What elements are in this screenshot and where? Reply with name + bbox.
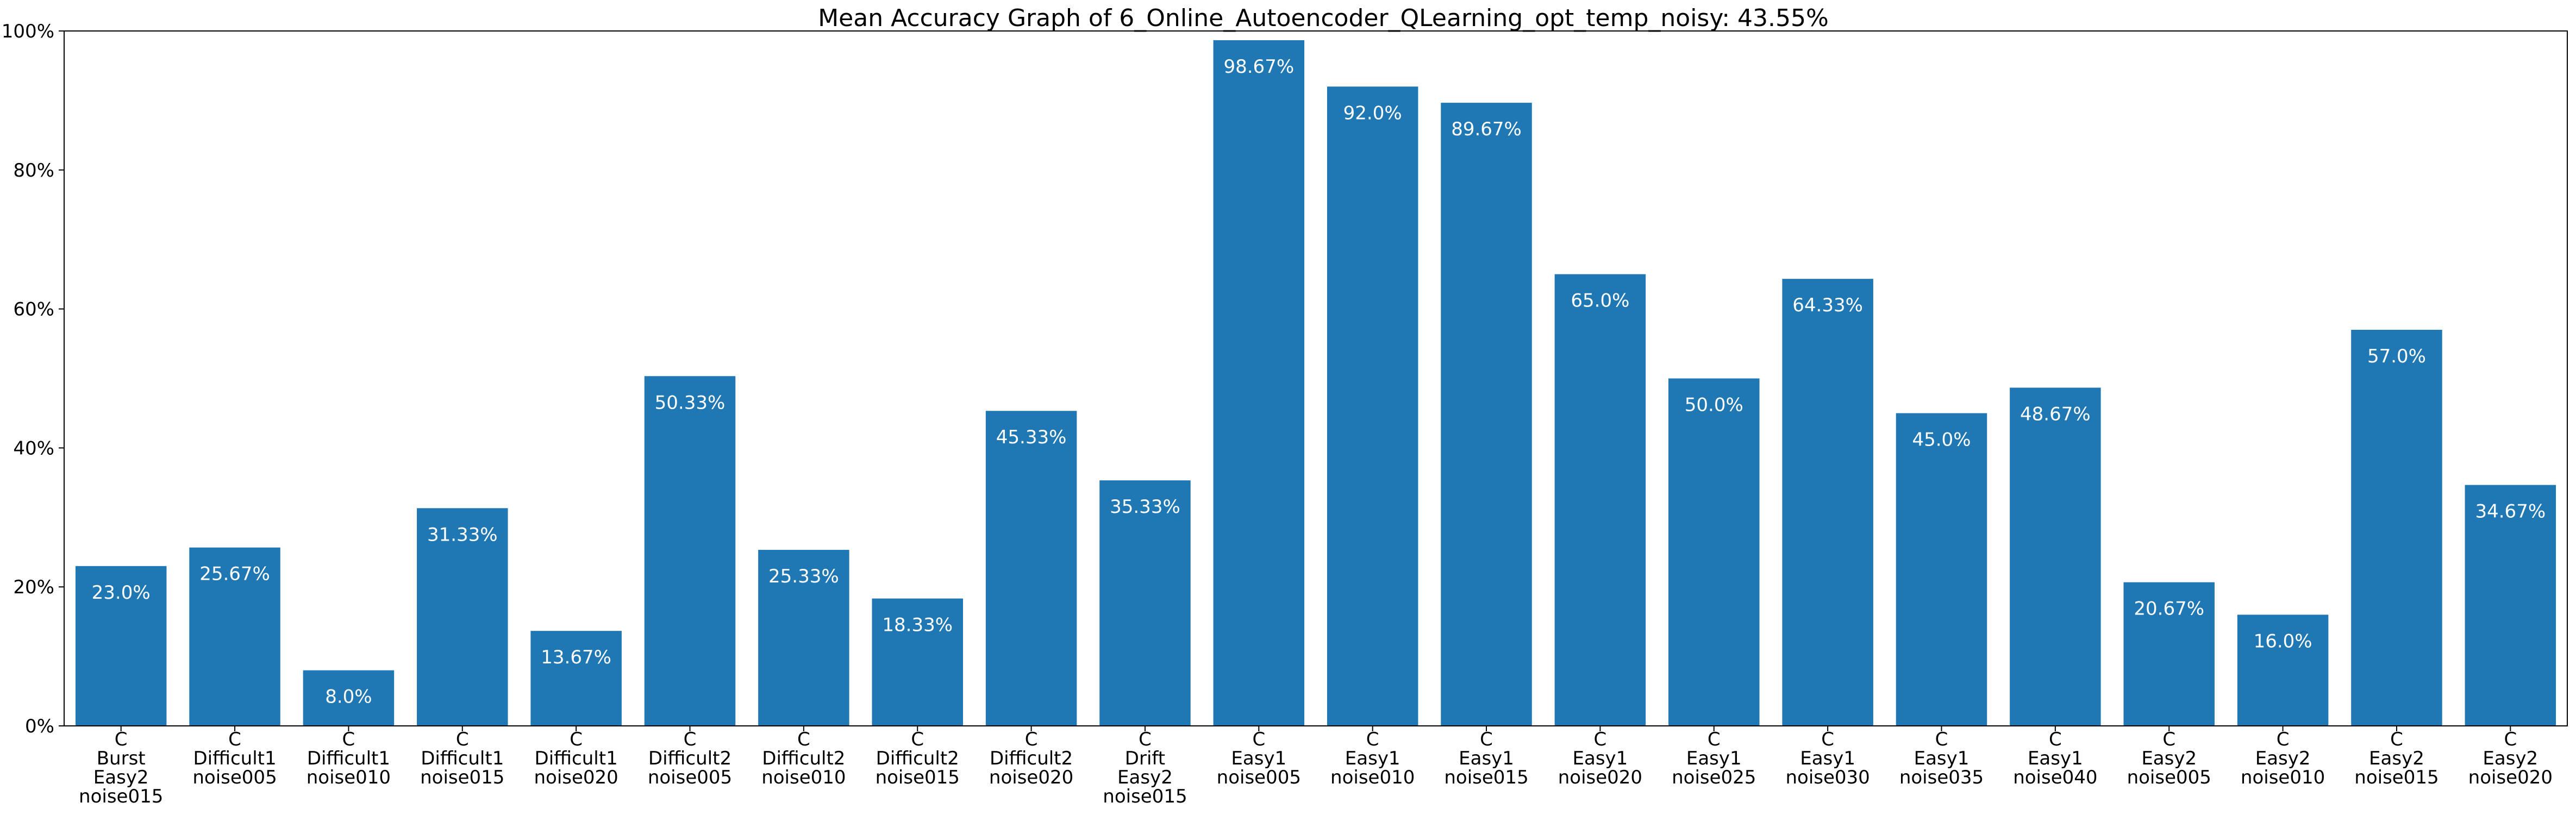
x-tick-label: C Difficult1 noise010: [307, 729, 391, 788]
bar: [758, 550, 849, 726]
x-tick-label: C Difficult1 noise005: [192, 729, 277, 788]
x-tick-label: C Difficult2 noise020: [989, 729, 1073, 788]
x-tick-label: C Difficult1 noise020: [534, 729, 618, 788]
bar: [303, 670, 395, 726]
x-tick-label: C Easy1 noise020: [1558, 729, 1642, 788]
bar: [1441, 103, 1532, 726]
bar-value-label: 98.67%: [1223, 56, 1294, 78]
bars-layer: [75, 40, 2556, 726]
plot-frame: [64, 30, 2568, 726]
bar-value-label: 45.33%: [996, 427, 1067, 448]
x-tick-label: C Easy1 noise015: [1444, 729, 1528, 788]
bar: [1099, 480, 1191, 726]
x-tick-label: C Easy1 noise025: [1672, 729, 1756, 788]
bar-value-label: 8.0%: [325, 686, 372, 708]
y-tick-label: 60%: [13, 299, 54, 321]
bar-value-label: 45.0%: [1912, 429, 1971, 450]
y-tick-label: 20%: [13, 576, 54, 598]
bar-value-label: 64.33%: [1792, 294, 1863, 316]
bar-value-label: 23.0%: [92, 582, 151, 604]
y-tick-label: 0%: [25, 716, 54, 737]
bar: [1327, 86, 1418, 726]
x-tick-label: C Easy1 noise010: [1330, 729, 1415, 788]
bar-value-label: 34.67%: [2475, 501, 2546, 523]
x-tick-label: C Difficult2 noise015: [876, 729, 960, 788]
bar-value-label: 50.0%: [1685, 394, 1743, 416]
y-tick-label: 40%: [13, 437, 54, 459]
bar-value-label: 50.33%: [655, 392, 726, 413]
x-tick-label: C Easy1 noise030: [1785, 729, 1870, 788]
bar-value-label: 25.33%: [768, 566, 839, 587]
bar-value-labels: 23.0% 25.67% 8.0% 31.33% 13.67% 50.33% 25.33% 1…: [92, 56, 2546, 708]
x-tick-label: C Drift Easy2 noise015: [1103, 729, 1187, 807]
bar-value-label: 16.0%: [2254, 630, 2312, 652]
bar: [417, 508, 508, 726]
bar: [2465, 485, 2556, 726]
x-tick-label: C Difficult2 noise005: [648, 729, 732, 788]
bar-value-label: 31.33%: [427, 524, 498, 546]
bar: [1896, 413, 1987, 726]
bar: [2010, 387, 2101, 726]
bar: [75, 566, 167, 726]
bar-value-label: 35.33%: [1110, 496, 1180, 518]
x-axis: C Burst Easy2 noise015 C Difficult1 noise005 C D…: [79, 726, 2553, 807]
bar-value-label: 92.0%: [1343, 102, 1402, 124]
bar: [2237, 615, 2329, 726]
bar-value-label: 18.33%: [882, 615, 953, 636]
bar-value-label: 65.0%: [1571, 290, 1629, 312]
y-tick-label: 100%: [2, 21, 54, 42]
x-tick-label: C Easy2 noise020: [2468, 729, 2553, 788]
y-axis: 0% 20% 40% 60% 80% 100%: [2, 21, 64, 737]
x-tick-label: C Easy2 noise010: [2241, 729, 2325, 788]
bar: [1554, 274, 1646, 726]
bar: [1782, 279, 1873, 726]
x-tick-label: C Easy1 noise005: [1217, 729, 1301, 788]
bar-value-label: 20.67%: [2134, 598, 2204, 620]
bar-value-label: 48.67%: [2020, 404, 2091, 425]
y-tick-label: 80%: [13, 160, 54, 181]
bar: [2351, 329, 2442, 726]
x-tick-label: C Easy2 noise005: [2127, 729, 2211, 788]
bar: [1213, 40, 1305, 726]
x-tick-label: C Easy2 noise015: [2354, 729, 2439, 788]
bar-value-label: 13.67%: [541, 647, 611, 668]
chart-title: Mean Accuracy Graph of 6_Online_Autoenco…: [818, 4, 1829, 32]
bar-value-label: 89.67%: [1451, 118, 1522, 140]
bar-value-label: 57.0%: [2367, 346, 2426, 367]
bar: [985, 411, 1077, 726]
x-tick-label: C Easy1 noise040: [2013, 729, 2097, 788]
bar: [189, 547, 280, 726]
x-tick-label: C Easy1 noise035: [1899, 729, 1984, 788]
x-tick-label: C Burst Easy2 noise015: [79, 729, 163, 807]
x-tick-label: C Difficult2 noise010: [761, 729, 846, 788]
bar: [2123, 582, 2215, 726]
bar: [644, 376, 736, 726]
bar: [530, 631, 622, 726]
bar-value-label: 25.67%: [199, 563, 270, 585]
x-tick-label: C Difficult1 noise015: [420, 729, 504, 788]
bar: [1668, 378, 1760, 726]
bar: [872, 598, 963, 726]
